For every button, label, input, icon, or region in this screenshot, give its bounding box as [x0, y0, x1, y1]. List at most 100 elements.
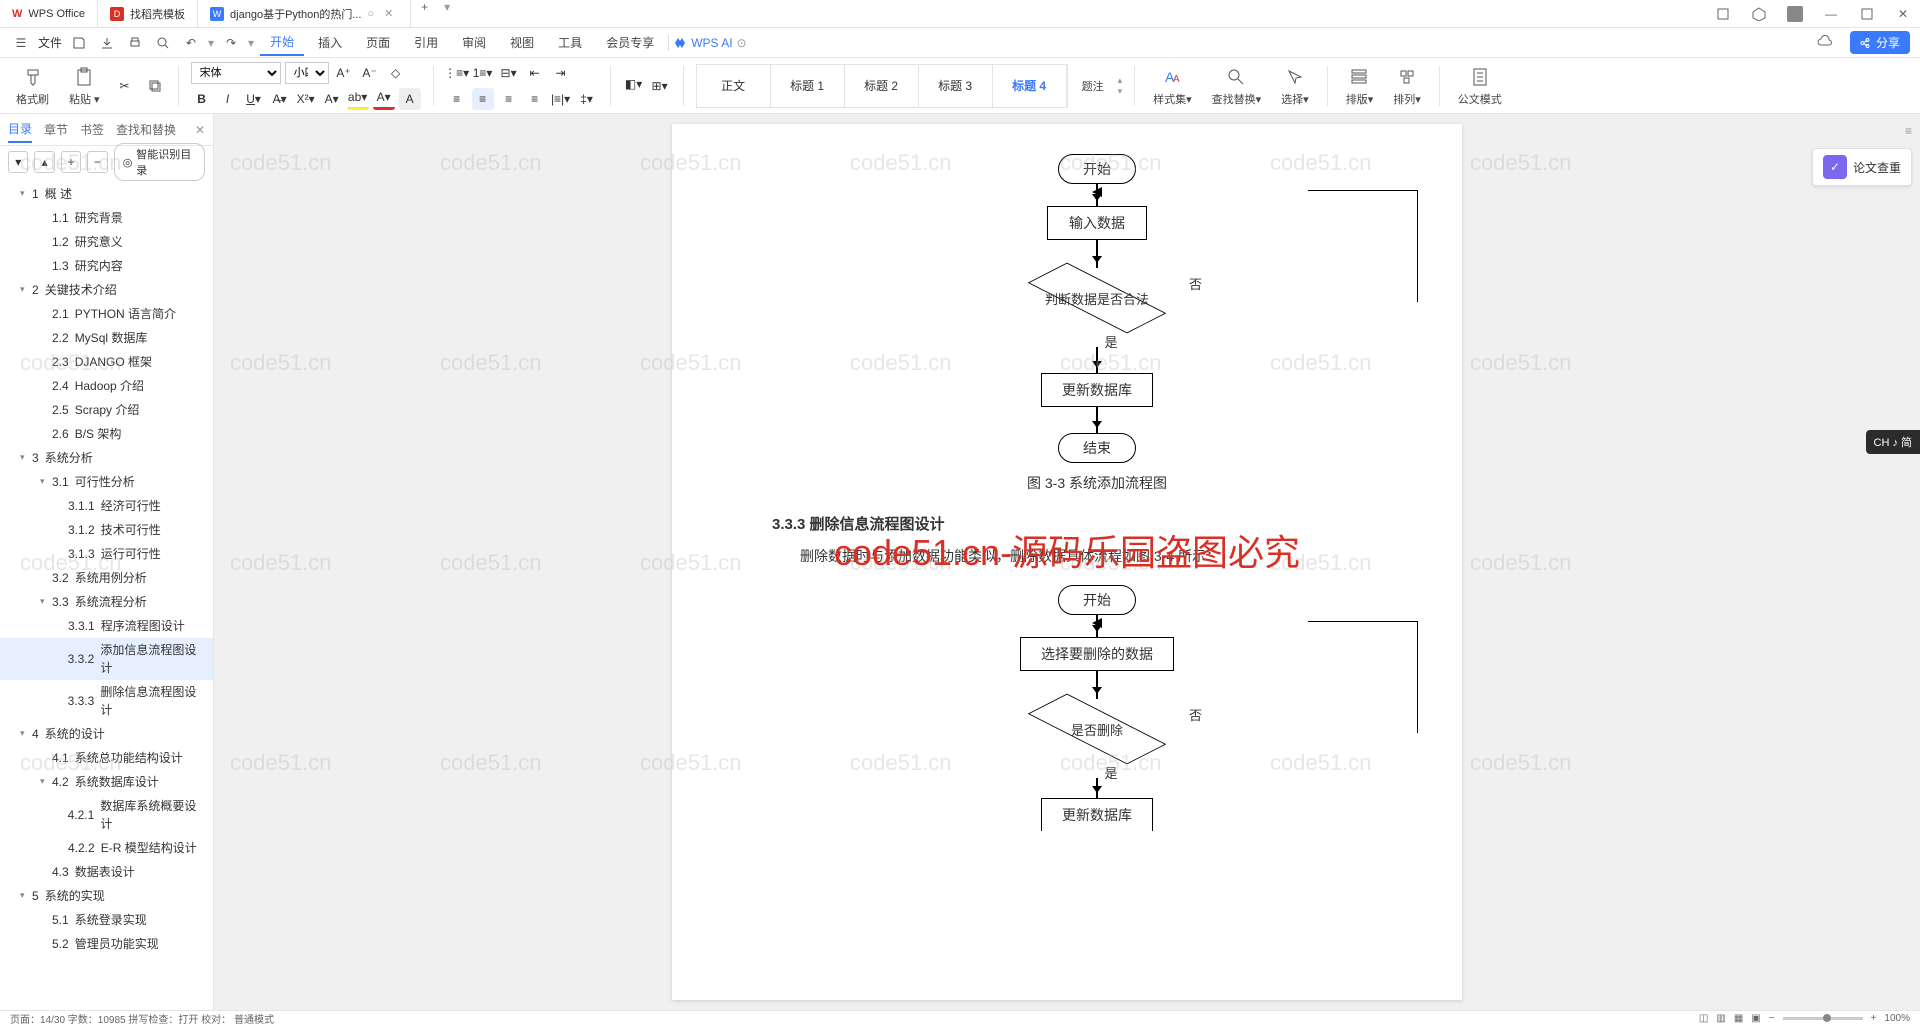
increase-font-icon[interactable]: A⁺ — [333, 62, 355, 84]
outline-item[interactable]: 4.2.1数据库系统概要设计 — [0, 794, 213, 836]
outline-item[interactable]: 3.1.3运行可行性 — [0, 542, 213, 566]
menu-tab-insert[interactable]: 插入 — [308, 30, 352, 55]
bold-icon[interactable]: B — [191, 88, 213, 110]
menu-tab-review[interactable]: 审阅 — [452, 30, 496, 55]
font-size-select[interactable]: 小四 — [285, 62, 329, 84]
zoom-in-icon[interactable]: + — [1871, 1013, 1877, 1024]
distribute-icon[interactable]: |≡|▾ — [550, 88, 572, 110]
outline-item[interactable]: ▾2关键技术介绍 — [0, 278, 213, 302]
outline-item[interactable]: 3.2系统用例分析 — [0, 566, 213, 590]
gov-mode-button[interactable]: 公文模式 — [1452, 65, 1508, 107]
add-tab-button[interactable]: + — [411, 0, 438, 27]
close-button[interactable]: ✕ — [1886, 0, 1920, 28]
view-icon-3[interactable]: ▦ — [1734, 1013, 1743, 1024]
typeset-button[interactable]: 排版▾ — [1340, 65, 1380, 107]
char-shade-icon[interactable]: A — [399, 88, 421, 110]
app-tab-document[interactable]: W django基于Python的热门... ○ ✕ — [198, 0, 411, 27]
print-icon[interactable] — [124, 32, 146, 54]
outline-item[interactable]: ▾1概 述 — [0, 182, 213, 206]
outline-item[interactable]: 5.1系统登录实现 — [0, 908, 213, 932]
app-tab-template[interactable]: D 找稻壳模板 — [98, 0, 198, 27]
sidebar-tab-toc[interactable]: 目录 — [8, 116, 32, 143]
save-icon[interactable] — [68, 32, 90, 54]
outline-item[interactable]: 4.1系统总功能结构设计 — [0, 746, 213, 770]
outline-item[interactable]: 2.4Hadoop 介绍 — [0, 374, 213, 398]
font-color-icon[interactable]: A▾ — [373, 88, 395, 110]
outline-item[interactable]: ▾5系统的实现 — [0, 884, 213, 908]
outline-item[interactable]: 3.3.3删除信息流程图设计 — [0, 680, 213, 722]
sidebar-tab-chapter[interactable]: 章节 — [44, 117, 68, 142]
tab-dropdown-icon[interactable]: ▾ — [438, 0, 456, 27]
numbering-icon[interactable]: 1≡▾ — [472, 62, 494, 84]
redo-icon[interactable]: ↷ — [220, 32, 242, 54]
bullets-icon[interactable]: ⋮≡▾ — [446, 62, 468, 84]
style-h4[interactable]: 标题 4 — [993, 65, 1067, 107]
collapse-panel-icon[interactable]: ≡ — [1905, 124, 1912, 138]
menu-icon[interactable]: ☰ — [10, 32, 32, 54]
paste-button[interactable]: 粘贴 ▾ — [63, 65, 106, 107]
style-h2[interactable]: 标题 2 — [845, 65, 919, 107]
line-spacing-icon[interactable]: ‡▾ — [576, 88, 598, 110]
outline-item[interactable]: ▾3系统分析 — [0, 446, 213, 470]
menu-tab-reference[interactable]: 引用 — [404, 30, 448, 55]
view-icon-2[interactable]: ▥ — [1716, 1013, 1725, 1024]
caption-button[interactable]: 题注 — [1076, 78, 1110, 94]
border-icon[interactable]: ⊞▾ — [649, 75, 671, 97]
smart-toc-button[interactable]: ◎ 智能识别目录 — [114, 143, 205, 181]
align-button[interactable]: 排列▾ — [1387, 65, 1427, 107]
view-icon-4[interactable]: ▣ — [1751, 1013, 1760, 1024]
outline-item[interactable]: 1.1研究背景 — [0, 206, 213, 230]
outline-item[interactable]: 1.2研究意义 — [0, 230, 213, 254]
outline-item[interactable]: 2.5Scrapy 介绍 — [0, 398, 213, 422]
outline-item[interactable]: 2.2MySql 数据库 — [0, 326, 213, 350]
view-icon-1[interactable]: ◫ — [1699, 1013, 1708, 1024]
minimize-button[interactable]: — — [1814, 0, 1848, 28]
preview-icon[interactable] — [152, 32, 174, 54]
win-btn-avatar[interactable] — [1778, 0, 1812, 28]
decrease-font-icon[interactable]: A⁻ — [359, 62, 381, 84]
cut-icon[interactable]: ✂ — [114, 75, 136, 97]
menu-tab-tools[interactable]: 工具 — [548, 30, 592, 55]
document-area[interactable]: 开始 输入数据 判断数据是否合法 否 是 更新数据库 结束 图 3-3 系统添加… — [214, 114, 1920, 1010]
outline-item[interactable]: 3.1.2技术可行性 — [0, 518, 213, 542]
outline-item[interactable]: 3.1.1经济可行性 — [0, 494, 213, 518]
style-normal[interactable]: 正文 — [697, 65, 771, 107]
outline-item[interactable]: 1.3研究内容 — [0, 254, 213, 278]
outline-item[interactable]: 3.3.1程序流程图设计 — [0, 614, 213, 638]
outline-item[interactable]: ▾4系统的设计 — [0, 722, 213, 746]
strike-icon[interactable]: A̶▾ — [269, 88, 291, 110]
outline-item[interactable]: 4.3数据表设计 — [0, 860, 213, 884]
outline-item[interactable]: 3.3.2添加信息流程图设计 — [0, 638, 213, 680]
align-left-icon[interactable]: ≡ — [446, 88, 468, 110]
menu-tab-start[interactable]: 开始 — [260, 29, 304, 56]
zoom-out-icon[interactable]: − — [1769, 1013, 1775, 1024]
outline-item[interactable]: 2.3DJANGO 框架 — [0, 350, 213, 374]
menu-tab-member[interactable]: 会员专享 — [596, 30, 664, 55]
outline-item[interactable]: 5.2管理员功能实现 — [0, 932, 213, 956]
app-tab-wps[interactable]: W WPS Office — [0, 0, 98, 27]
add-icon[interactable]: + — [61, 151, 81, 173]
indent-left-icon[interactable]: ⇤ — [524, 62, 546, 84]
indent-right-icon[interactable]: ⇥ — [550, 62, 572, 84]
clear-format-icon[interactable]: ◇ — [385, 62, 407, 84]
win-btn-1[interactable] — [1706, 0, 1740, 28]
sidebar-tab-bookmark[interactable]: 书签 — [80, 117, 104, 142]
outline-item[interactable]: ▾4.2系统数据库设计 — [0, 770, 213, 794]
highlight-icon[interactable]: ab▾ — [347, 88, 369, 110]
wps-ai-button[interactable]: WPS AI ⊙ — [673, 36, 746, 50]
multilevel-icon[interactable]: ⊟▾ — [498, 62, 520, 84]
move-up-icon[interactable]: ▴ — [34, 151, 54, 173]
export-icon[interactable] — [96, 32, 118, 54]
win-btn-2[interactable] — [1742, 0, 1776, 28]
align-right-icon[interactable]: ≡ — [498, 88, 520, 110]
outline-item[interactable]: 2.6B/S 架构 — [0, 422, 213, 446]
outline-item[interactable]: ▾3.3系统流程分析 — [0, 590, 213, 614]
zoom-level[interactable]: 100% — [1884, 1013, 1910, 1024]
undo-icon[interactable]: ↶ — [180, 32, 202, 54]
outline-item[interactable]: 4.2.2E-R 模型结构设计 — [0, 836, 213, 860]
outline-item[interactable]: ▾3.1可行性分析 — [0, 470, 213, 494]
align-center-icon[interactable]: ≡ — [472, 88, 494, 110]
copy-icon[interactable] — [144, 75, 166, 97]
close-icon[interactable]: ✕ — [384, 7, 398, 21]
align-justify-icon[interactable]: ≡ — [524, 88, 546, 110]
